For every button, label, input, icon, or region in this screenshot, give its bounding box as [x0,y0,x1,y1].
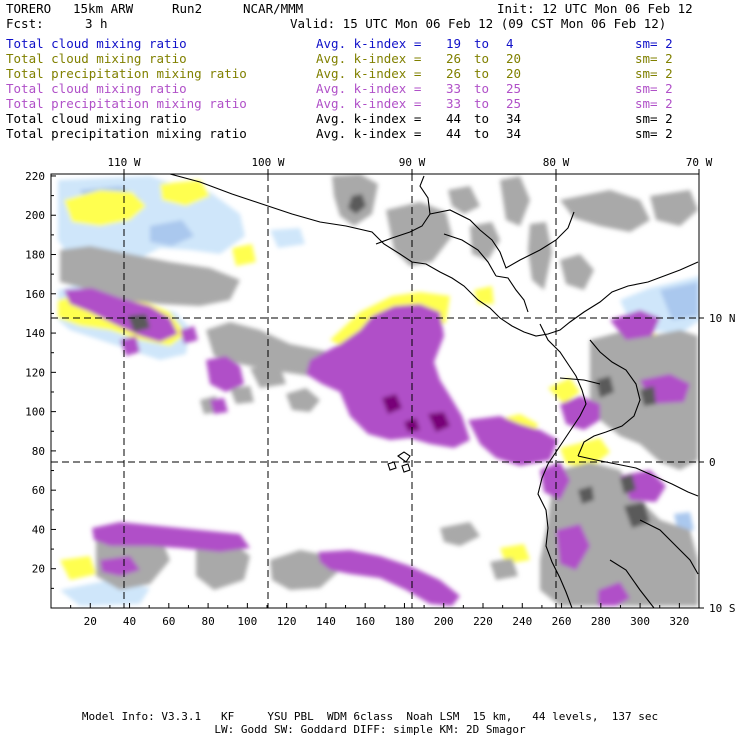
x-tick-label: 280 [591,615,611,628]
map-axes: 20 40 60 80 100 120 140 160 180 200 220 240 260 280 30… [25,156,735,628]
legend-from: 26 [446,51,462,66]
x-tick-label: 220 [473,615,493,628]
longitude-label: 90 W [399,156,426,169]
footer-model-info: Model Info: V3.3.1 KF YSU PBL WDM 6class… [81,710,659,723]
legend-sm: sm= 2 [635,81,673,96]
x-tick-label: 100 [237,615,257,628]
legend-index: Avg. k-index = [316,66,422,81]
footer-physics: LW: Godd SW: Goddard DIFF: simple KM: 2D… [214,723,526,736]
legend-sm: sm= 2 [635,51,673,66]
legend-field: Total cloud mixing ratio [6,81,187,96]
x-tick-label: 260 [552,615,572,628]
legend-to-word: to [474,96,490,111]
header-fcst-value: 3 h [85,16,108,31]
legend-from: 33 [446,96,462,111]
y-tick-label: 100 [25,406,45,419]
legend-from: 44 [446,126,462,141]
legend-to: 20 [506,51,522,66]
y-tick-label: 80 [32,445,45,458]
graticule [51,174,699,608]
legend-index: Avg. k-index = [316,111,422,126]
legend-sm: sm= 2 [635,96,673,111]
legend-field: Total cloud mixing ratio [6,51,187,66]
precip-field [51,174,699,608]
x-tick-label: 20 [84,615,97,628]
y-tick-label: 200 [25,209,45,222]
legend-sm: sm= 2 [635,111,673,126]
header-resolution: 15km ARW [73,1,134,16]
legend-to: 34 [506,111,522,126]
legend-field: Total cloud mixing ratio [6,111,187,126]
header-org: NCAR/MMM [243,1,304,16]
x-tick-label: 120 [277,615,297,628]
latitude-label: 10 S [709,602,736,615]
longitude-label: 110 W [107,156,140,169]
y-tick-label: 60 [32,484,45,497]
legend-from: 19 [446,36,462,51]
legend-to-word: to [474,81,490,96]
legend-index: Avg. k-index = [316,36,422,51]
legend-to: 25 [506,96,522,111]
legend-to-word: to [474,111,490,126]
cloud-mixing-ratio-gray [60,174,698,606]
x-tick-label: 180 [395,615,415,628]
y-tick-label: 160 [25,288,45,301]
legend-from: 26 [446,66,462,81]
legend-field: Total precipitation mixing ratio [6,96,247,111]
legend-to: 20 [506,66,522,81]
legend-to-word: to [474,51,490,66]
legend-index: Avg. k-index = [316,126,422,141]
header-model: TORERO [6,1,52,16]
y-tick-label: 20 [32,563,45,576]
legend-to: 4 [506,36,514,51]
x-tick-label: 160 [355,615,375,628]
legend-sm: sm= 2 [635,36,673,51]
legend-sm: sm= 2 [635,66,673,81]
y-tick-label: 140 [25,327,45,340]
y-tick-label: 40 [32,523,45,536]
x-tick-label: 320 [669,615,689,628]
latitude-label: 10 N [709,312,736,325]
header-init: Init: 12 UTC Mon 06 Feb 12 [497,1,693,16]
y-tick-label: 120 [25,366,45,379]
x-tick-label: 200 [434,615,454,628]
legend-field: Total precipitation mixing ratio [6,66,247,81]
legend-to-word: to [474,126,490,141]
legend-to-word: to [474,36,490,51]
legend-sm: sm= 2 [635,126,673,141]
legend-field: Total cloud mixing ratio [6,36,187,51]
header-fcst-label: Fcst: [6,16,44,31]
legend-field: Total precipitation mixing ratio [6,126,247,141]
longitude-label: 80 W [543,156,570,169]
x-tick-label: 80 [201,615,214,628]
header-run: Run2 [172,1,203,16]
y-tick-label: 220 [25,170,45,183]
x-tick-label: 240 [512,615,532,628]
header-valid: Valid: 15 UTC Mon 06 Feb 12 (09 CST Mon … [290,16,667,31]
latitude-label: 0 [709,456,716,469]
legend-index: Avg. k-index = [316,51,422,66]
legend-from: 44 [446,111,462,126]
legend-from: 33 [446,81,462,96]
x-tick-label: 300 [630,615,650,628]
legend-to: 34 [506,126,522,141]
legend-index: Avg. k-index = [316,96,422,111]
x-tick-label: 140 [316,615,336,628]
legend-to-word: to [474,66,490,81]
plot-frame [50,173,700,609]
x-tick-label: 60 [162,615,175,628]
legend-index: Avg. k-index = [316,81,422,96]
y-tick-label: 180 [25,249,45,262]
longitude-label: 100 W [251,156,284,169]
longitude-label: 70 W [686,156,713,169]
legend-to: 25 [506,81,522,96]
x-tick-label: 40 [123,615,136,628]
precip-mixing-ratio-purple [64,288,690,606]
